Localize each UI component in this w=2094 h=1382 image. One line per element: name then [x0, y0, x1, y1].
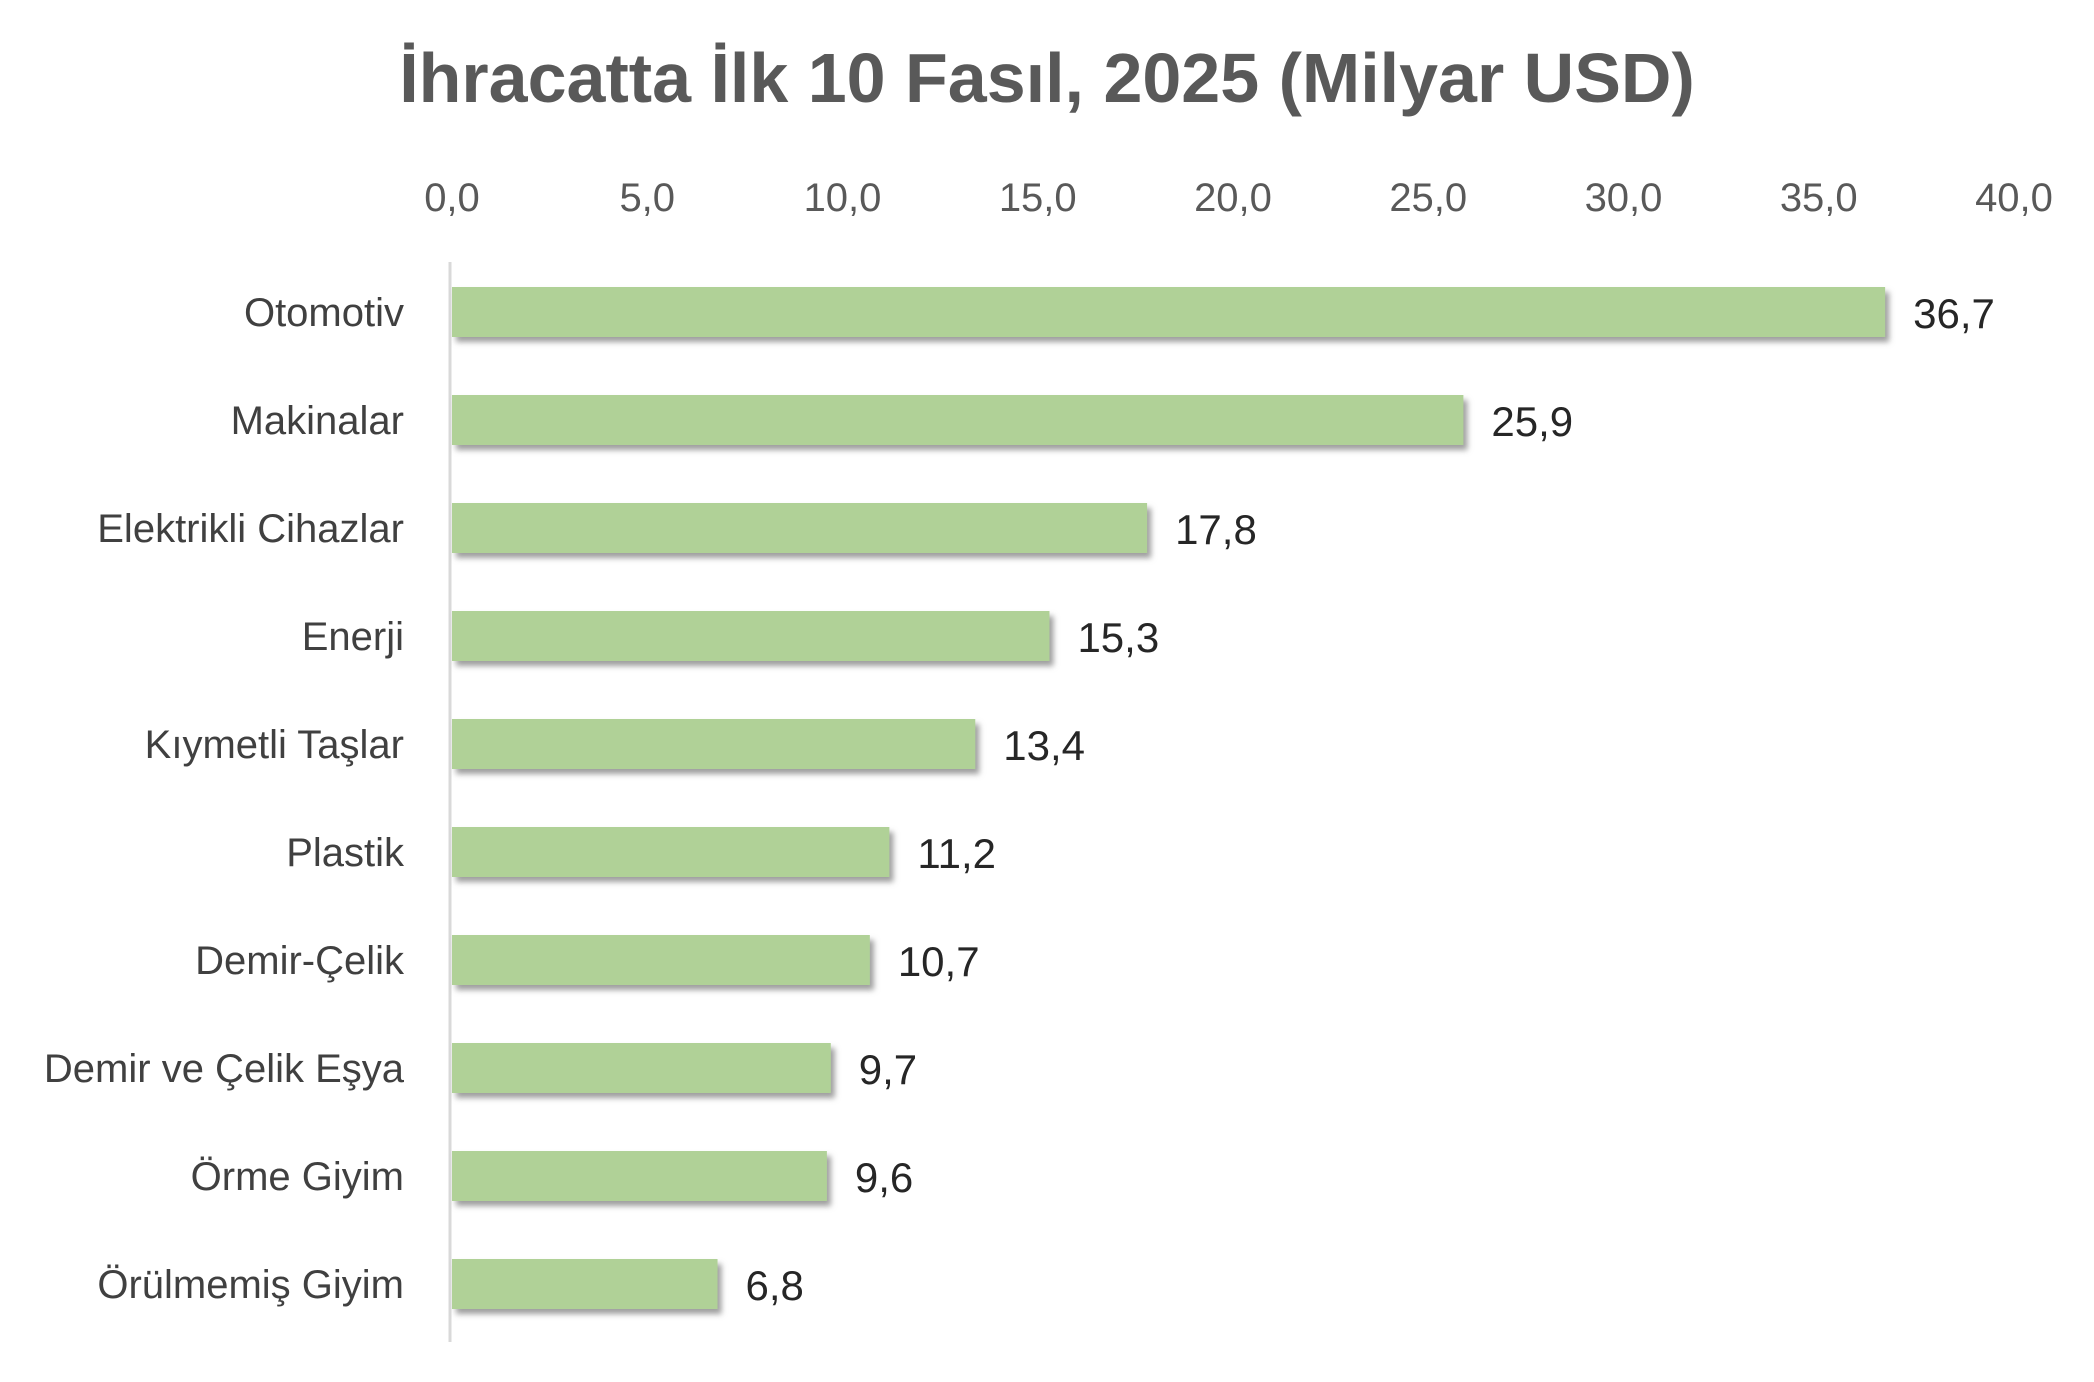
category-label: Demir ve Çelik Eşya — [44, 1047, 405, 1091]
value-label: 15,3 — [1077, 614, 1159, 661]
x-tick-label: 35,0 — [1780, 176, 1858, 220]
category-label: Kıymetli Taşlar — [145, 723, 404, 767]
bar — [452, 611, 1050, 661]
category-label: Plastik — [286, 831, 405, 875]
category-label: Demir-Çelik — [195, 939, 405, 983]
category-label: Enerji — [302, 615, 404, 659]
value-label: 11,2 — [917, 830, 996, 877]
x-tick-label: 15,0 — [999, 176, 1077, 220]
x-tick-label: 0,0 — [424, 176, 480, 220]
bar — [452, 827, 890, 877]
x-tick-label: 10,0 — [804, 176, 882, 220]
value-label: 17,8 — [1175, 506, 1257, 553]
x-tick-label: 5,0 — [619, 176, 675, 220]
value-label: 36,7 — [1913, 290, 1995, 337]
x-tick-label: 30,0 — [1585, 176, 1663, 220]
bars-group — [452, 287, 1886, 1309]
x-tick-label: 25,0 — [1389, 176, 1467, 220]
x-tick-label: 20,0 — [1194, 176, 1272, 220]
bar — [452, 395, 1464, 445]
value-labels-group: 36,7 25,9 17,8 15,3 13,4 11,2 10,7 9,7 9,6 6,8 — [746, 290, 1995, 1309]
value-label: 13,4 — [1003, 722, 1085, 769]
value-label: 9,6 — [855, 1154, 913, 1201]
x-tick-label: 40,0 — [1975, 176, 2053, 220]
bar — [452, 503, 1148, 553]
bar — [452, 1259, 718, 1309]
bar — [452, 287, 1886, 337]
x-axis-ticks: 0,0 5,0 10,0 15,0 20,0 25,0 30,0 35,0 40,0 — [424, 176, 2053, 220]
value-label: 6,8 — [746, 1262, 804, 1309]
category-labels-group: Otomotiv Makinalar Elektrikli Cihazlar Ener… — [44, 291, 405, 1307]
value-label: 10,7 — [898, 938, 980, 985]
bar — [452, 719, 976, 769]
bar — [452, 1043, 831, 1093]
value-label: 9,7 — [859, 1046, 917, 1093]
category-label: Makinalar — [231, 399, 404, 443]
bar — [452, 935, 870, 985]
chart-title: İhracatta İlk 10 Fasıl, 2025 (Milyar USD… — [399, 39, 1695, 117]
category-label: Elektrikli Cihazlar — [97, 507, 404, 551]
category-label: Örme Giyim — [191, 1155, 404, 1199]
value-label: 25,9 — [1491, 398, 1573, 445]
category-label: Örülmemiş Giyim — [97, 1263, 404, 1307]
bar — [452, 1151, 827, 1201]
category-label: Otomotiv — [244, 291, 404, 335]
